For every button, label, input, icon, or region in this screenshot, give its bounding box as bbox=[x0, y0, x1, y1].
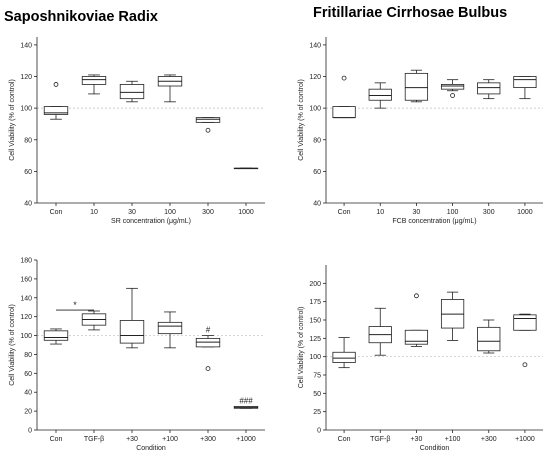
chart4-box bbox=[477, 326, 501, 352]
chart3-x-axis-label: Condition bbox=[136, 445, 166, 452]
chart2-x-axis-label: FCB concentration (μg/mL) bbox=[392, 218, 476, 225]
chart3-significance-marker: * bbox=[73, 300, 77, 310]
chart3-x-tick-label: +1000 bbox=[236, 436, 256, 443]
chart2-x-tick-label: 30 bbox=[413, 209, 421, 216]
chart3-x-tick-label: Con bbox=[50, 436, 63, 443]
chart-title-saposhnikoviae: Saposhnikoviae Radix bbox=[4, 9, 158, 25]
chart2-box bbox=[404, 72, 429, 101]
chart4-box bbox=[513, 314, 537, 331]
chart3-y-tick-label: 40 bbox=[24, 390, 32, 397]
chart3-significance-marker: # bbox=[206, 326, 211, 335]
chart1-y-tick-label: 120 bbox=[20, 74, 32, 81]
chart2-y-tick-label: 100 bbox=[309, 106, 321, 113]
chart1-outlier-point bbox=[205, 127, 211, 133]
chart4-y-tick-label: 175 bbox=[309, 299, 321, 306]
chart1-x-tick-label: 10 bbox=[90, 209, 98, 216]
chart1-x-tick-label: Con bbox=[50, 209, 63, 216]
chart1-y-tick-label: 140 bbox=[20, 42, 32, 49]
chart4-y-axis-label: Cell Viability (% of control) bbox=[298, 307, 305, 389]
chart2-y-tick-label: 40 bbox=[313, 201, 321, 208]
chart3-y-tick-label: 20 bbox=[24, 409, 32, 416]
chart3-x-tick-label: TGF-β bbox=[84, 436, 104, 443]
chart4-y-tick-label: 25 bbox=[313, 409, 321, 416]
chart3-y-tick-label: 80 bbox=[24, 352, 32, 359]
chart3-outlier-point bbox=[205, 366, 211, 372]
chart4-y-tick-label: 200 bbox=[309, 281, 321, 288]
chart2-box bbox=[513, 76, 537, 88]
chart3-box bbox=[119, 320, 145, 344]
chart3-x-tick-label: +30 bbox=[126, 436, 138, 443]
chart2-y-tick-label: 120 bbox=[309, 74, 321, 81]
chart3-x-tick-label: +100 bbox=[162, 436, 178, 443]
chart1-x-tick-label: 1000 bbox=[238, 209, 254, 216]
chart4-y-tick-label: 150 bbox=[309, 318, 321, 325]
chart1-y-tick-label: 100 bbox=[20, 106, 32, 113]
chart4-x-tick-label: +100 bbox=[445, 436, 461, 443]
chart2-y-axis-label: Cell Viability (% of control) bbox=[298, 79, 305, 161]
chart2-y-tick-label: 140 bbox=[309, 42, 321, 49]
chart4-x-axis-label: Condition bbox=[420, 445, 450, 452]
chart3-box bbox=[43, 330, 69, 341]
chart3-y-tick-label: 120 bbox=[20, 314, 32, 321]
chart2-box bbox=[368, 88, 392, 101]
chart1-y-tick-label: 40 bbox=[24, 201, 32, 208]
chart2-x-tick-label: Con bbox=[338, 209, 351, 216]
chart2-box bbox=[440, 84, 465, 90]
chart4-outlier-point bbox=[522, 362, 528, 368]
chart4-box bbox=[332, 351, 356, 363]
chart4-y-tick-label: 125 bbox=[309, 336, 321, 343]
chart2-box bbox=[332, 106, 356, 119]
chart4-box bbox=[404, 329, 429, 345]
chart4-x-tick-label: +1000 bbox=[515, 436, 535, 443]
chart4-outlier-point bbox=[414, 293, 419, 299]
chart1-x-tick-label: 100 bbox=[164, 209, 176, 216]
chart4-y-tick-label: 75 bbox=[313, 373, 321, 380]
chart2-x-tick-label: 300 bbox=[483, 209, 495, 216]
chart4-y-tick-label: 50 bbox=[313, 391, 321, 398]
chart1-y-tick-label: 80 bbox=[24, 137, 32, 144]
chart1-box bbox=[195, 117, 221, 123]
chart2-y-tick-label: 80 bbox=[313, 137, 321, 144]
chart1-y-tick-label: 60 bbox=[24, 169, 32, 176]
chart4-x-tick-label: +300 bbox=[481, 436, 497, 443]
chart1-x-tick-label: 300 bbox=[202, 209, 214, 216]
chart4-y-tick-label: 0 bbox=[317, 428, 321, 435]
chart1-box bbox=[81, 76, 107, 85]
chart2-x-tick-label: 10 bbox=[376, 209, 384, 216]
chart3-y-tick-label: 0 bbox=[28, 428, 32, 435]
chart3-y-tick-label: 160 bbox=[20, 276, 32, 283]
chart-title-fritillariae: Fritillariae Cirrhosae Bulbus bbox=[313, 5, 508, 21]
chart2-x-tick-label: 100 bbox=[447, 209, 459, 216]
chart4-x-tick-label: TGF-β bbox=[370, 436, 390, 443]
chart4-x-tick-label: +30 bbox=[410, 436, 422, 443]
chart2-box bbox=[477, 82, 501, 95]
chart3-significance-marker: ### bbox=[239, 397, 253, 406]
chart3-y-axis-label: Cell Viability (% of control) bbox=[9, 304, 16, 386]
chart3-box bbox=[157, 321, 183, 335]
chart1-outlier-point bbox=[53, 82, 59, 87]
chart1-box bbox=[119, 84, 145, 100]
chart2-x-tick-label: 1000 bbox=[517, 209, 533, 216]
chart1-box bbox=[43, 106, 69, 115]
chart3-y-tick-label: 100 bbox=[20, 333, 32, 340]
chart1-x-tick-label: 30 bbox=[128, 209, 136, 216]
chart1-x-axis-label: SR concentration (μg/mL) bbox=[111, 218, 191, 225]
chart2-outlier-point bbox=[341, 75, 347, 81]
chart3-y-tick-label: 140 bbox=[20, 295, 32, 302]
chart3-y-tick-label: 180 bbox=[20, 258, 32, 265]
chart3-y-tick-label: 60 bbox=[24, 371, 32, 378]
chart4-y-tick-label: 100 bbox=[309, 354, 321, 361]
chart1-y-axis-label: Cell Viability (% of control) bbox=[9, 79, 16, 161]
chart4-x-tick-label: Con bbox=[338, 436, 351, 443]
chart3-x-tick-label: +300 bbox=[200, 436, 216, 443]
chart2-y-tick-label: 60 bbox=[313, 169, 321, 176]
chart2-outlier-point bbox=[450, 93, 455, 98]
